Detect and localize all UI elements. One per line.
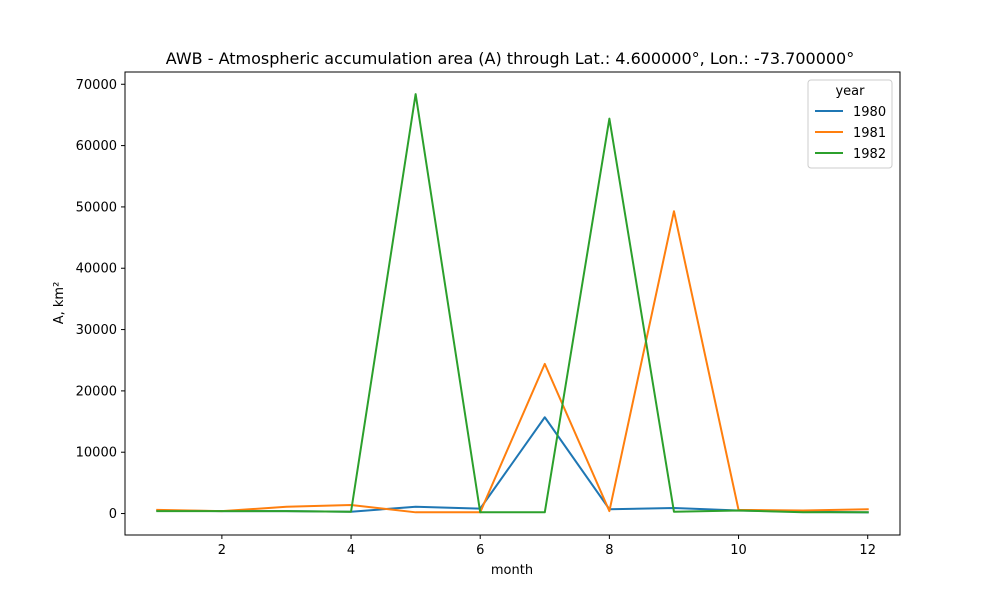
legend-items: 1980 1981 1982 — [815, 105, 886, 162]
x-tick-label: 12 — [859, 543, 876, 558]
legend-title: year — [835, 84, 865, 99]
series-line-1982 — [156, 93, 869, 514]
x-axis: 2 4 6 8 10 12 — [218, 535, 876, 558]
y-axis: 0 10000 20000 30000 40000 50000 60000 70000 — [76, 78, 125, 522]
series-layer — [156, 93, 869, 514]
y-tick-label: 60000 — [76, 139, 117, 154]
y-tick-label: 30000 — [76, 323, 117, 338]
legend-label-1981: 1981 — [853, 126, 886, 141]
chart-title: AWB - Atmospheric accumulation area (A) … — [166, 49, 854, 68]
y-tick-label: 70000 — [76, 78, 117, 93]
x-tick-label: 8 — [605, 543, 613, 558]
legend-label-1980: 1980 — [853, 105, 886, 120]
y-tick-label: 10000 — [76, 446, 117, 461]
y-axis-label: A, km² — [52, 282, 67, 325]
y-tick-label: 50000 — [76, 200, 117, 215]
x-tick-label: 10 — [730, 543, 747, 558]
legend: year 1980 1981 1982 — [807, 79, 893, 169]
x-tick-label: 2 — [218, 543, 226, 558]
plot-frame — [124, 71, 901, 536]
x-tick-label: 6 — [476, 543, 484, 558]
x-axis-label: month — [491, 563, 533, 578]
x-tick-label: 4 — [347, 543, 355, 558]
y-tick-label: 0 — [109, 507, 117, 522]
y-tick-label: 20000 — [76, 384, 117, 399]
y-tick-label: 40000 — [76, 262, 117, 277]
legend-label-1982: 1982 — [853, 147, 886, 162]
legend-box — [807, 79, 893, 169]
